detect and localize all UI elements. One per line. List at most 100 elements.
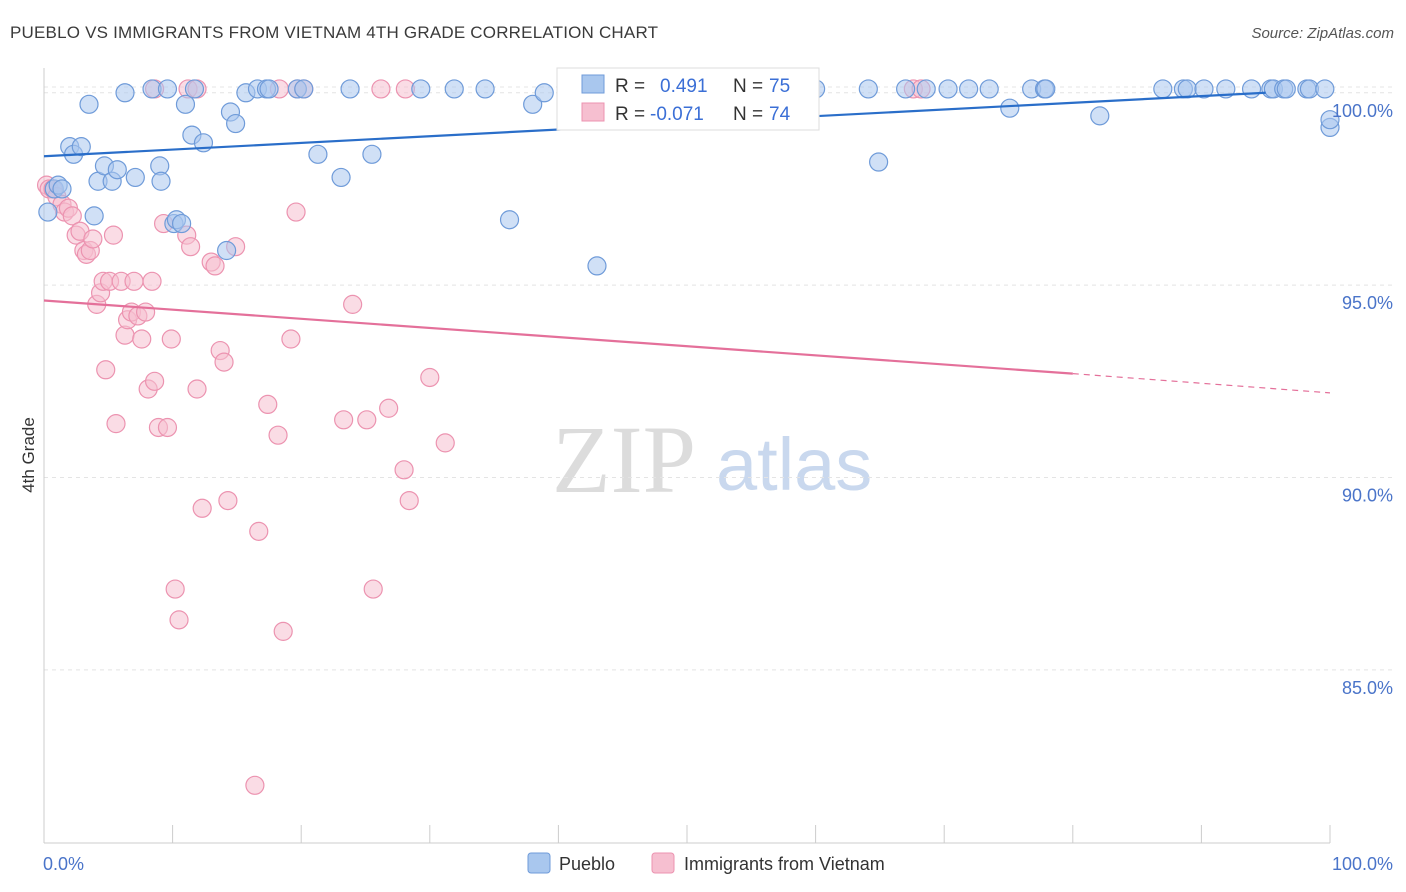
pueblo-point — [444, 79, 464, 99]
pueblo-point — [411, 79, 431, 99]
pueblo-point — [1036, 79, 1056, 99]
vietnam-point — [161, 329, 181, 349]
pueblo-point — [115, 83, 135, 103]
stats-box: R = 0.491 N = 75 R = -0.071 N = 74 — [556, 67, 820, 131]
pueblo-point — [1276, 79, 1296, 99]
pueblo-point — [858, 79, 878, 99]
pueblo-point — [869, 152, 889, 172]
vietnam-point — [106, 414, 126, 434]
pueblo-point — [1216, 79, 1236, 99]
pueblo-point — [157, 79, 178, 99]
pueblo-point — [79, 94, 99, 114]
stats-vietnam-r-label: R = — [615, 104, 645, 125]
pueblo-point — [916, 79, 936, 99]
stats-vietnam-r-value: -0.071 — [650, 104, 704, 125]
vietnam-point — [83, 229, 103, 249]
stats-vietnam-n-value: 74 — [769, 104, 791, 125]
pueblo-point — [52, 179, 72, 199]
pueblo-point — [475, 79, 495, 99]
vietnam-point — [181, 237, 201, 257]
pueblo-point — [71, 137, 91, 157]
vietnam-point — [420, 367, 440, 388]
pueblo-point — [340, 79, 360, 99]
pueblo-point — [1194, 79, 1214, 99]
stats-swatch-pueblo — [581, 74, 605, 94]
pueblo-point — [331, 167, 351, 188]
vietnam-point — [218, 490, 238, 511]
pueblo-point — [1177, 79, 1197, 99]
pueblo-point — [534, 83, 554, 103]
pueblo-point — [959, 79, 979, 99]
pueblo-point — [1153, 79, 1173, 99]
pueblo-point — [107, 160, 127, 180]
vietnam-point — [343, 294, 363, 314]
vietnam-point — [135, 302, 156, 322]
vietnam-point — [62, 206, 82, 226]
watermark: ZIP atlas — [552, 406, 872, 513]
pueblo-point — [226, 113, 246, 134]
stats-pueblo-r-value: 0.491 — [660, 76, 708, 97]
pueblo-point — [1320, 110, 1340, 130]
vietnam-point — [165, 579, 185, 599]
source-label: Source: ZipAtlas.com — [1251, 25, 1394, 42]
watermark-zip: ZIP — [552, 406, 696, 513]
legend-swatch-vietnam[interactable] — [651, 852, 675, 874]
legend-label-vietnam[interactable]: Immigrants from Vietnam — [684, 854, 885, 874]
pueblo-point — [294, 79, 314, 99]
vietnam-point — [192, 498, 212, 518]
vietnam-point — [357, 410, 377, 430]
vietnam-point — [286, 202, 306, 222]
pueblo-point — [499, 210, 520, 230]
vietnam-point — [273, 621, 293, 641]
pueblo-point — [38, 202, 58, 222]
y-tick-labels: 100.0% 95.0% 90.0% 85.0% — [1332, 101, 1393, 698]
vietnam-point — [169, 610, 189, 630]
vietnam-point — [144, 371, 165, 391]
y-tick-label: 90.0% — [1342, 486, 1393, 506]
vietnam-trend-extension — [1072, 373, 1331, 394]
vietnam-point — [157, 417, 178, 438]
legend-swatch-pueblo[interactable] — [527, 852, 551, 874]
stats-vietnam-n-label: N = — [733, 104, 763, 125]
vietnam-point — [371, 79, 391, 99]
vietnam-point — [399, 490, 419, 511]
axes — [43, 68, 1331, 844]
vietnam-point — [435, 433, 455, 453]
pueblo-point — [938, 79, 958, 99]
pueblo-point — [217, 240, 237, 261]
vietnam-point — [281, 329, 301, 349]
vietnam-point — [363, 579, 383, 599]
legend-label-pueblo[interactable]: Pueblo — [559, 854, 615, 874]
pueblo-point — [172, 213, 192, 234]
pueblo-point — [175, 94, 196, 114]
y-tick-label: 95.0% — [1342, 293, 1393, 313]
x-tick-labels: 0.0% 100.0% — [43, 854, 1393, 874]
watermark-atlas: atlas — [716, 423, 872, 506]
stats-pueblo-r-label: R = — [615, 76, 645, 97]
pueblo-point — [1090, 106, 1110, 126]
pueblo-point — [308, 144, 328, 164]
pueblo-point — [184, 79, 205, 99]
x-tick-label: 0.0% — [43, 854, 84, 874]
pueblo-point — [362, 144, 382, 164]
gridlines — [44, 86, 1395, 671]
pueblo-point — [1315, 79, 1335, 99]
y-tick-label: 85.0% — [1342, 678, 1393, 698]
vietnam-point — [245, 775, 265, 795]
vietnam-point — [96, 360, 116, 380]
stats-swatch-vietnam — [581, 102, 605, 122]
vietnam-trend-line — [43, 299, 1073, 375]
x-tick-label: 100.0% — [1332, 854, 1393, 874]
vietnam-point — [187, 379, 207, 399]
vietnam-point — [132, 329, 152, 349]
vietnam-point — [124, 271, 144, 291]
vietnam-point — [249, 521, 269, 541]
pueblo-point — [259, 79, 279, 99]
vietnam-point — [103, 225, 124, 245]
vietnam-point — [379, 398, 399, 418]
pueblo-point — [523, 94, 543, 114]
stats-pueblo-n-value: 75 — [769, 76, 790, 97]
pueblo-point — [125, 167, 145, 188]
vietnam-point — [394, 460, 414, 480]
